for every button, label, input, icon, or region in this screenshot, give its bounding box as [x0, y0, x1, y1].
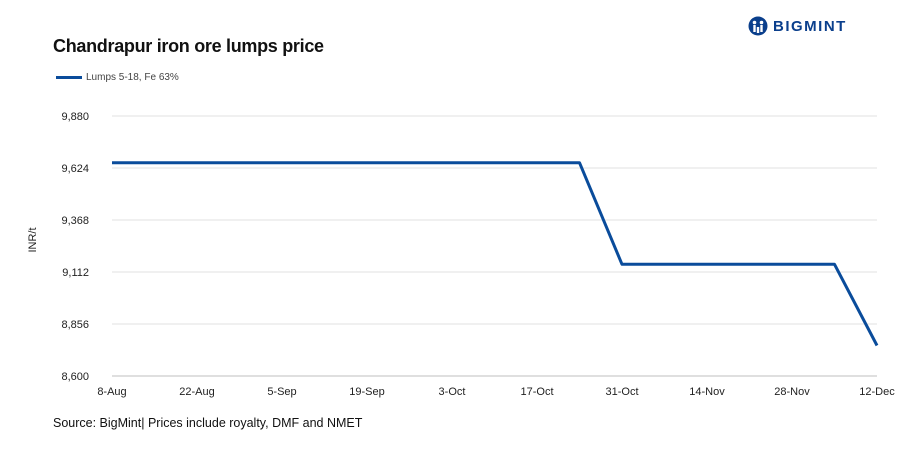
y-axis-label: INR/t — [27, 227, 39, 252]
y-tick-label: 9,368 — [61, 215, 89, 227]
legend-label: Lumps 5-18, Fe 63% — [86, 72, 179, 83]
y-tick-label: 8,600 — [61, 371, 89, 383]
brand-logo: BIGMINT — [748, 15, 847, 37]
legend-swatch — [56, 76, 82, 79]
chart-title: Chandrapur iron ore lumps price — [53, 36, 324, 56]
bigmint-logo-icon — [748, 16, 768, 36]
source-note: Source: BigMint| Prices include royalty,… — [53, 416, 363, 430]
x-tick-label: 12-Dec — [859, 386, 895, 398]
x-tick-label: 22-Aug — [179, 386, 214, 398]
grid-lines — [112, 115, 877, 377]
x-tick-label: 3-Oct — [439, 386, 466, 398]
x-tick-label: 8-Aug — [97, 386, 126, 398]
x-tick-label: 19-Sep — [349, 386, 384, 398]
x-tick-label: 31-Oct — [605, 386, 638, 398]
chart-legend: Lumps 5-18, Fe 63% — [56, 72, 179, 83]
brand-name: BIGMINT — [773, 17, 847, 35]
x-tick-label: 17-Oct — [520, 386, 553, 398]
series-line-lumps — [112, 161, 879, 347]
y-tick-label: 9,624 — [61, 163, 89, 175]
y-tick-label: 9,112 — [62, 267, 89, 279]
x-tick-label: 5-Sep — [267, 386, 296, 398]
x-tick-label: 28-Nov — [774, 386, 810, 398]
y-axis-ticks: 8,600 8,856 9,112 9,368 9,624 9,880 — [61, 111, 89, 383]
y-tick-label: 8,856 — [61, 319, 89, 331]
x-axis-ticks: 8-Aug 22-Aug 5-Sep 19-Sep 3-Oct 17-Oct 31-Oct 1… — [97, 386, 895, 398]
y-tick-label: 9,880 — [61, 111, 89, 123]
x-tick-label: 14-Nov — [689, 386, 725, 398]
